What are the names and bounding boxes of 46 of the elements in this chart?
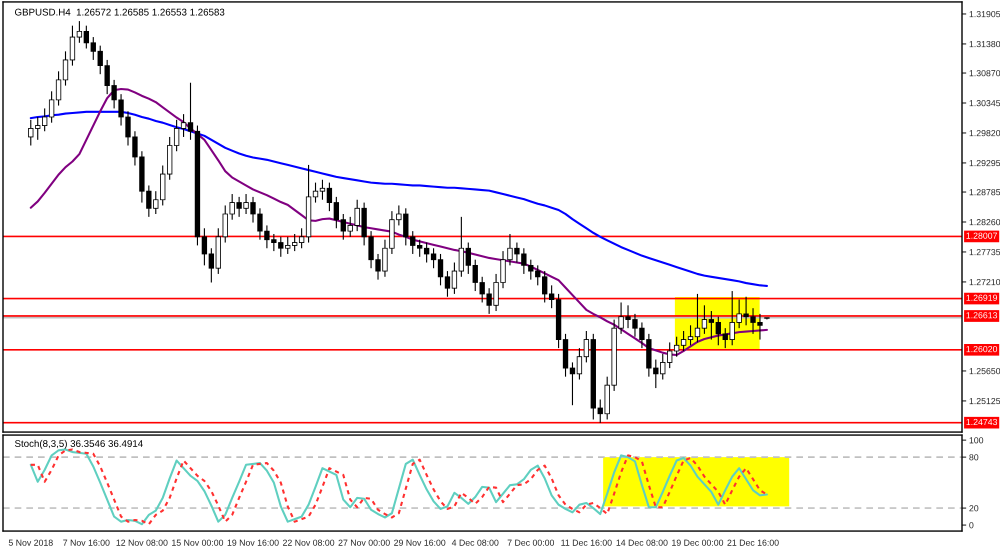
y-tick-label: 1.29820 bbox=[970, 130, 1000, 136]
y-tick-label: 0 bbox=[969, 522, 974, 528]
y-tick-label: 1.25125 bbox=[970, 398, 1000, 404]
ref-line-label: 1.26613 bbox=[966, 312, 998, 318]
x-tick-label: 4 Dec 08:00 bbox=[452, 540, 498, 546]
y-tick-label: 1.31380 bbox=[970, 40, 1000, 48]
y-tick-label: 80 bbox=[969, 454, 978, 460]
candlestick bbox=[125, 110, 131, 146]
y-tick-label: 1.28260 bbox=[970, 219, 1000, 226]
y-tick-label: 1.30870 bbox=[970, 70, 1000, 76]
line-series bbox=[30, 448, 768, 526]
x-tick-label: 21 Dec 16:00 bbox=[727, 540, 779, 546]
text: GBPUSD.H4 1.26572 1.26585 1.26553 1.26583 bbox=[14, 8, 224, 16]
candlestick bbox=[312, 182, 318, 204]
x-tick-label: 19 Nov 16:00 bbox=[228, 540, 279, 546]
x-tick-label: 11 Dec 16:00 bbox=[561, 540, 612, 546]
ref-line-label: 1.24743 bbox=[966, 418, 998, 426]
ref-line-label: 1.26919 bbox=[966, 294, 998, 301]
x-tick-label: 22 Nov 08:00 bbox=[282, 540, 334, 546]
x-tick-label: 5 Nov 2018 bbox=[8, 540, 53, 546]
x-tick-label: 15 Nov 00:00 bbox=[172, 540, 224, 546]
y-tick-label: 1.27735 bbox=[970, 249, 1000, 256]
candlestick bbox=[757, 313, 763, 340]
y-tick-label: 1.28785 bbox=[970, 189, 1000, 196]
y-tick-label: 100 bbox=[970, 437, 984, 444]
x-tick-label: 29 Nov 16:00 bbox=[394, 540, 446, 546]
y-tick-label: 1.25650 bbox=[970, 368, 1000, 374]
x-tick-label: 7 Nov 16:00 bbox=[63, 540, 110, 546]
candlestick bbox=[188, 82, 194, 140]
y-tick-label: 1.29295 bbox=[970, 160, 1000, 166]
ref-line-label: 1.28007 bbox=[966, 232, 998, 239]
y-tick-label: 1.30345 bbox=[970, 100, 1000, 106]
y-tick-label: 1.31905 bbox=[970, 11, 1000, 18]
x-tick-label: 14 Dec 08:00 bbox=[616, 540, 668, 546]
x-tick-label: 27 Nov 00:00 bbox=[338, 540, 390, 546]
candlestick bbox=[62, 50, 68, 86]
y-tick-label: 20 bbox=[969, 505, 978, 512]
x-tick-label: 12 Nov 08:00 bbox=[116, 540, 168, 546]
x-tick-label: 19 Dec 00:00 bbox=[672, 540, 724, 546]
candlestick bbox=[438, 253, 444, 286]
chart-title: Stoch(8,3,5) 36.3546 36.4914 bbox=[14, 440, 143, 449]
y-tick-label: 1.27210 bbox=[970, 278, 1000, 286]
x-tick-label: 7 Dec 00:00 bbox=[508, 540, 554, 546]
ref-line-label: 1.26020 bbox=[966, 346, 998, 352]
candlestick bbox=[250, 196, 256, 224]
candlestick bbox=[375, 253, 381, 280]
